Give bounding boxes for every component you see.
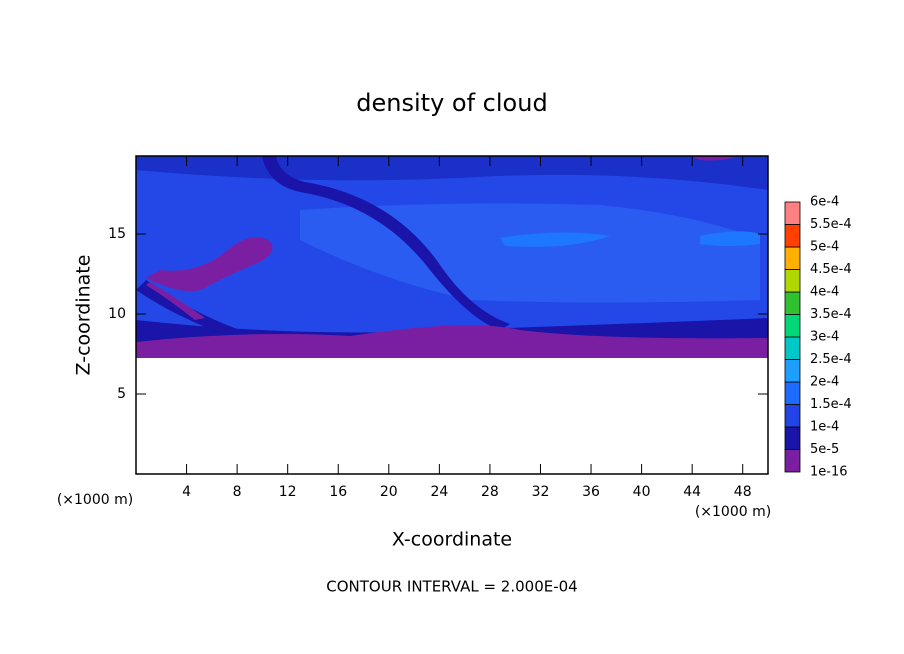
colorbar-box <box>784 426 801 450</box>
contour-region <box>136 325 768 358</box>
x-tick-label: 16 <box>329 484 347 500</box>
x-tick-label: 12 <box>279 484 297 500</box>
colorbar-label: 1e-16 <box>810 465 848 480</box>
colorbar-label: 2.5e-4 <box>810 352 852 367</box>
colorbar-box <box>784 201 801 225</box>
y-unit-label: (×1000 m) <box>57 492 133 508</box>
x-tick-label: 36 <box>582 484 600 500</box>
colorbar-box <box>784 404 801 428</box>
y-tick-label: 15 <box>108 226 126 242</box>
colorbar-box <box>784 269 801 293</box>
x-unit-label: (×1000 m) <box>695 504 771 520</box>
y-tick-label: 10 <box>108 306 126 322</box>
colorbar-label: 6e-4 <box>810 195 839 210</box>
colorbar-label: 3.5e-4 <box>810 307 852 322</box>
contour-region <box>300 203 760 303</box>
colorbar-box <box>784 381 801 405</box>
x-tick-label: 40 <box>633 484 651 500</box>
x-tick-label: 8 <box>233 484 242 500</box>
contour-field <box>136 156 768 358</box>
colorbar-label: 1.5e-4 <box>810 397 852 412</box>
colorbar-box <box>784 449 801 473</box>
y-tick-label: 5 <box>117 386 126 402</box>
colorbar-label: 1e-4 <box>810 420 839 435</box>
y-axis-label: Z-coordinate <box>73 255 95 376</box>
colorbar-label: 4.5e-4 <box>810 262 852 277</box>
colorbar-label: 5e-4 <box>810 240 839 255</box>
contour-region <box>690 156 740 161</box>
colorbar-box <box>784 291 801 315</box>
x-tick-label: 28 <box>481 484 499 500</box>
colorbar-label: 2e-4 <box>810 375 839 390</box>
contour-region <box>500 232 610 247</box>
colorbar-box <box>784 359 801 383</box>
colorbar-box <box>784 246 801 270</box>
contour-region <box>136 156 768 190</box>
x-axis-label: X-coordinate <box>392 529 512 551</box>
colorbar-label: 5.5e-4 <box>810 217 852 232</box>
plot-frame <box>135 155 769 475</box>
contour-region <box>262 156 510 330</box>
colorbar-box <box>784 224 801 248</box>
x-tick-label: 32 <box>532 484 550 500</box>
chart-title: density of cloud <box>356 89 547 117</box>
x-tick-label: 48 <box>734 484 752 500</box>
annotation: CONTOUR INTERVAL = 2.000E-04 <box>326 578 577 596</box>
colorbar-label: 3e-4 <box>810 330 839 345</box>
contour-region <box>146 237 273 292</box>
colorbar-box <box>784 336 801 360</box>
contour-region <box>700 231 760 246</box>
colorbar-label: 5e-5 <box>810 442 839 457</box>
x-tick-label: 24 <box>430 484 448 500</box>
x-tick-label: 44 <box>683 484 701 500</box>
x-tick-label: 4 <box>182 484 191 500</box>
colorbar-label: 4e-4 <box>810 285 839 300</box>
contour-region <box>146 282 205 320</box>
colorbar-box <box>784 314 801 338</box>
x-tick-label: 20 <box>380 484 398 500</box>
